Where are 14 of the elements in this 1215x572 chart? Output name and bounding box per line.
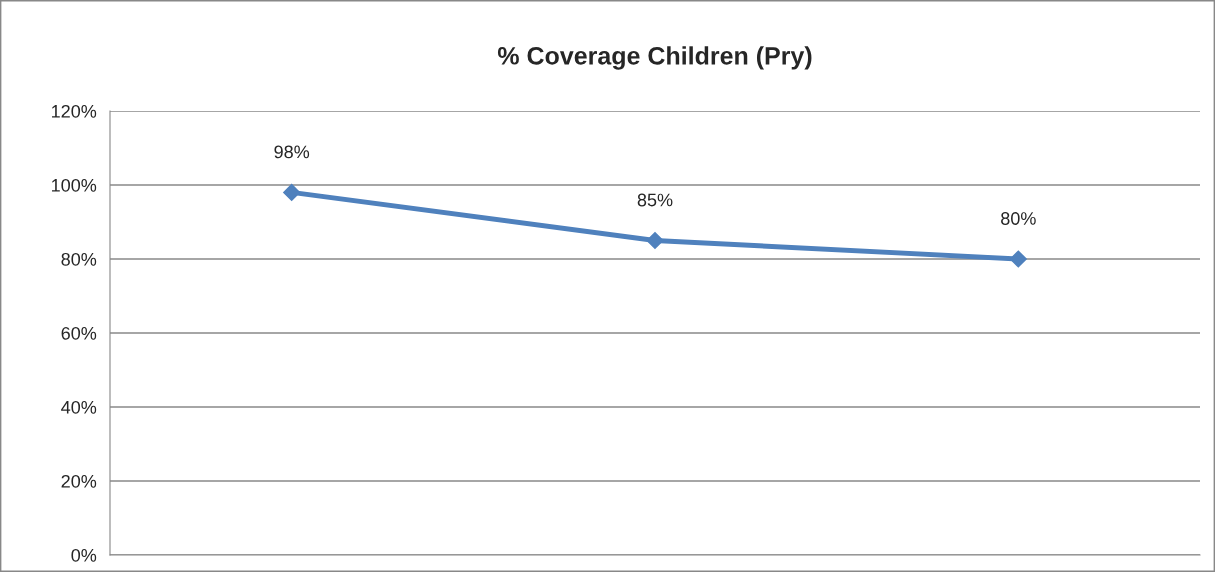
y-tick-label: 0%	[71, 548, 97, 562]
y-tick-label: 80%	[61, 252, 97, 266]
data-label: 98%	[274, 145, 310, 159]
data-label: 85%	[637, 193, 673, 207]
y-tick-label: 20%	[61, 474, 97, 488]
y-tick-label: 60%	[61, 326, 97, 340]
chart-title: % Coverage Children (Pry)	[497, 46, 812, 70]
point	[1009, 250, 1027, 268]
point	[283, 183, 301, 201]
data-label: 80%	[1001, 212, 1036, 225]
point	[646, 231, 664, 250]
y-tick-label: 100%	[52, 178, 97, 192]
y-tick-label: 40%	[61, 400, 97, 414]
y-tick-label: 120%	[52, 104, 97, 118]
